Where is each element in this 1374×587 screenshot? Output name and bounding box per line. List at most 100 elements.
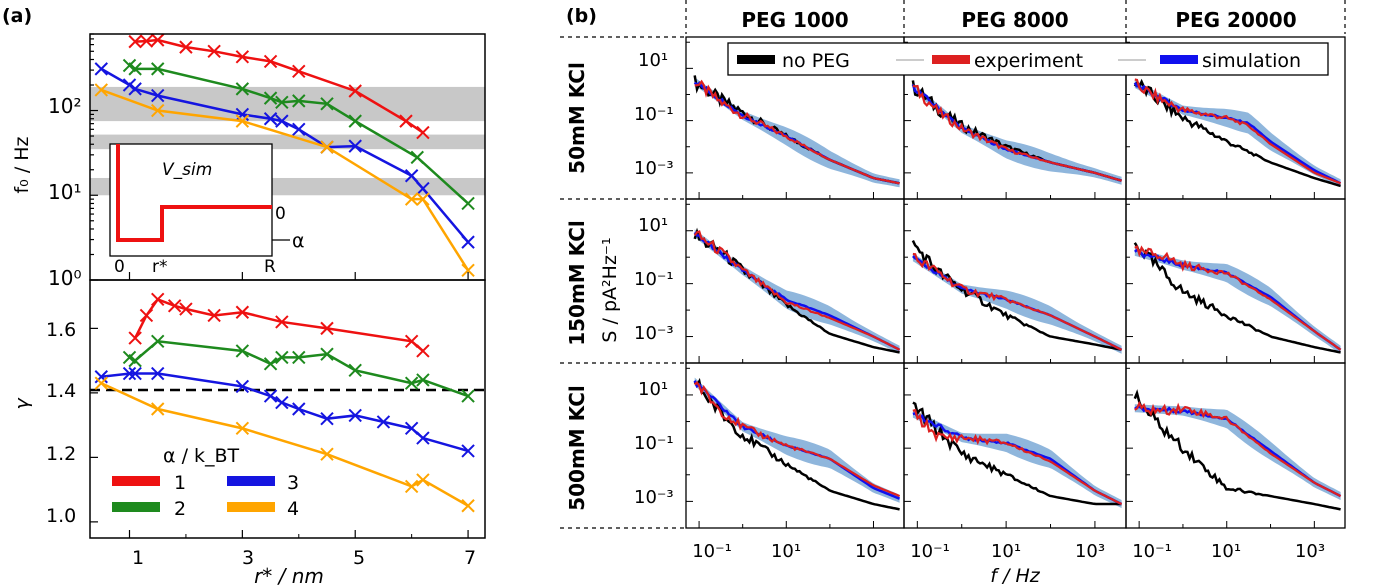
inset-frame (109, 143, 273, 257)
legend-label-alpha3: 3 (287, 472, 299, 494)
bottom-y-tick-1.4: 1.4 (46, 380, 76, 402)
gamma-marker-alpha2-11 (461, 389, 475, 403)
legend-label-experiment: experiment (974, 50, 1083, 72)
simulation-band (912, 82, 1122, 185)
gamma-marker-alpha3-8 (320, 411, 334, 426)
f0-marker-alpha1-1 (139, 34, 154, 48)
f0-marker-alpha1-6 (263, 54, 278, 69)
f0-marker-alpha1-5 (235, 50, 250, 64)
simulation-band (1134, 404, 1341, 501)
alpha-legend: α / k_BT 1 3 2 4 (112, 445, 299, 520)
f0-marker-alpha2-4 (263, 91, 278, 105)
no-peg-curve (1133, 389, 1341, 511)
experiment-curve (1134, 78, 1342, 185)
f0-marker-alpha2-9 (410, 150, 424, 165)
legend-label-alpha2: 2 (174, 498, 186, 520)
x-tick-c0-10^3: 10³ (855, 541, 885, 562)
gamma-marker-alpha1-5 (207, 308, 221, 323)
no-peg-curve (911, 80, 1122, 182)
experiment-curve (912, 84, 1122, 182)
f0-marker-alpha2-7 (320, 97, 334, 111)
y-tick-r2-10^1: 10¹ (638, 379, 668, 400)
gamma-marker-alpha2-8 (348, 363, 362, 378)
alpha-legend-title: α / k_BT (163, 445, 240, 467)
gamma-marker-alpha3-10 (376, 415, 391, 429)
y-tick-r1-10^1: 10¹ (638, 215, 668, 236)
f0-marker-alpha3-11 (416, 181, 430, 196)
bottom-axes-frame (89, 279, 486, 539)
gamma-series (94, 292, 475, 513)
simulation-band (1134, 80, 1341, 188)
bottom-y-axis-label: γ (11, 397, 33, 410)
f0-marker-alpha3-9 (348, 139, 362, 153)
spectra-legend: no PEG experiment simulation (727, 42, 1329, 76)
gamma-marker-alpha4-0 (94, 376, 108, 390)
f0-marker-alpha3-2 (128, 82, 142, 96)
gamma-marker-alpha3-0 (94, 370, 108, 384)
experiment-curve (912, 252, 1123, 351)
panel-b-label: (b) (566, 5, 597, 27)
f0-marker-alpha4-3 (320, 140, 334, 154)
x-tick-c1-10^3: 10³ (1075, 541, 1105, 562)
spectrum-cell-r2c1 (903, 362, 1127, 529)
panel-a-label: (a) (2, 5, 32, 27)
bottom-y-tick-1.0: 1.0 (46, 505, 76, 527)
f0-marker-alpha4-6 (461, 263, 475, 278)
f0-marker-alpha3-7 (292, 122, 306, 137)
gamma-marker-alpha1-2 (151, 292, 165, 307)
gamma-marker-alpha4-4 (404, 479, 419, 494)
spectrum-cell-r2c0 (685, 362, 905, 529)
gamma-marker-alpha2-7 (320, 347, 334, 361)
experiment-curve (693, 230, 901, 351)
x-tick-c0-10^1: 10¹ (771, 541, 801, 562)
bottom-y-tick-1.6: 1.6 (46, 319, 76, 341)
gamma-marker-alpha1-0 (128, 331, 142, 345)
gamma-marker-alpha3-13 (461, 444, 475, 458)
y-tick-r2-10^-3: 10⁻³ (634, 487, 674, 508)
gamma-line-alpha3 (101, 372, 469, 453)
y-tick-r1-10^-3: 10⁻³ (634, 323, 674, 344)
f0-marker-alpha2-10 (461, 196, 475, 211)
gamma-marker-alpha1-4 (179, 302, 193, 316)
gamma-marker-alpha4-3 (320, 447, 334, 461)
gamma-marker-alpha2-2 (151, 334, 165, 348)
gamma-marker-alpha1-10 (416, 344, 430, 358)
spectrum-cell-r1c2 (1125, 198, 1346, 364)
spectra-grid (685, 36, 1346, 529)
f0-marker-alpha3-10 (404, 169, 419, 183)
legend-label-simulation: simulation (1202, 50, 1301, 72)
gamma-marker-alpha3-7 (292, 402, 306, 416)
gamma-marker-alpha4-5 (416, 473, 430, 487)
no-peg-curve (911, 240, 1122, 352)
simulation-band (694, 77, 900, 188)
row-title-500mM: 500mM KCl (565, 385, 589, 511)
experiment-curve (693, 380, 901, 498)
row-title-150mM: 150mM KCl (565, 220, 589, 346)
spectrum-cell-r2c2 (1125, 362, 1346, 529)
simulation-curve (1134, 248, 1342, 351)
inset-potential-curve (116, 144, 272, 242)
f0-marker-alpha4-5 (416, 192, 430, 206)
bottom-x-tick-5: 5 (353, 547, 365, 569)
simulation-curve (1133, 82, 1342, 185)
f0-marker-alpha1-8 (348, 84, 362, 98)
gamma-marker-alpha3-3 (151, 366, 165, 381)
gamma-marker-alpha2-10 (416, 373, 430, 387)
gamma-marker-alpha1-6 (235, 305, 250, 319)
panel-a-bottom-chart: 1.0 1.2 1.4 1.6 1 3 5 7 r* / nm γ α / k_… (11, 279, 486, 587)
bottom-x-axis-label: r* / nm (254, 564, 324, 587)
no-peg-curve (693, 75, 900, 185)
simulation-band (694, 229, 900, 354)
inset-x-tick-0: 0 (114, 257, 125, 277)
gamma-marker-alpha2-3 (235, 344, 250, 358)
legend-swatch-experiment (932, 55, 970, 64)
gamma-marker-alpha4-6 (461, 499, 475, 513)
f0-marker-alpha4-0 (94, 83, 108, 97)
f0-marker-alpha1-9 (399, 114, 413, 128)
gamma-marker-alpha2-6 (292, 350, 306, 365)
spectra-legend-frame (727, 42, 1329, 76)
inset-alpha-label: α (292, 230, 305, 252)
legend-swatch-alpha4 (227, 502, 275, 512)
potential-inset: V_sim 0 α 0 r* R (109, 143, 305, 277)
x-tick-c1-10^1: 10¹ (991, 541, 1021, 562)
